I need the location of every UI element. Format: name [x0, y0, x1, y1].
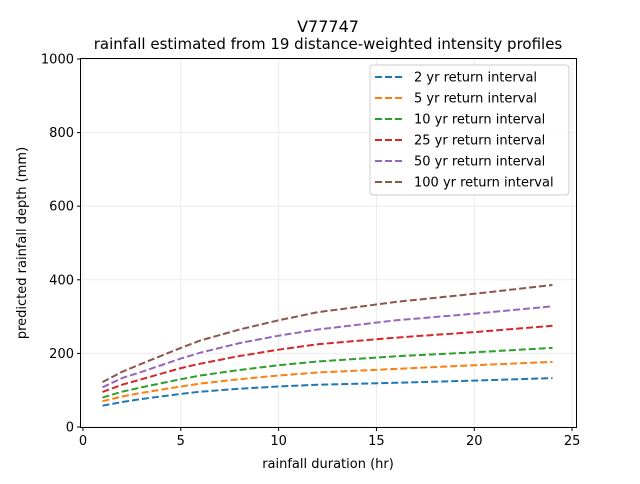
y-tick-label: 1000 [41, 53, 74, 68]
x-tick-label: 10 [270, 434, 287, 449]
series-line-2 [102, 346, 553, 399]
x-axis-label: rainfall duration (hr) [262, 457, 394, 472]
x-tick-label: 15 [368, 434, 385, 449]
legend-label: 10 yr return interval [414, 113, 545, 128]
legend-label: 50 yr return interval [414, 155, 545, 170]
x-tick-label: 25 [564, 434, 581, 449]
y-tick-label: 0 [66, 421, 74, 436]
chart-title: V77747 [297, 17, 359, 36]
legend-label: 2 yr return interval [414, 71, 537, 86]
series-line-4 [102, 305, 553, 389]
series-lines [102, 284, 553, 407]
legend: 2 yr return interval 5 yr return interval… [369, 64, 570, 196]
y-tick-label: 200 [49, 347, 74, 362]
plot-frame [80, 58, 577, 428]
legend-label: 25 yr return interval [414, 134, 545, 149]
y-tick-label: 600 [49, 200, 74, 215]
legend-label: 100 yr return interval [414, 176, 554, 191]
y-axis-label: predicted rainfall depth (mm) [15, 147, 30, 339]
x-tick-label: 0 [79, 434, 87, 449]
series-line-0 [102, 377, 553, 407]
y-tick-label: 400 [49, 273, 74, 288]
legend-box [369, 64, 570, 196]
series-line-5 [102, 284, 553, 383]
y-tick-label: 800 [49, 126, 74, 141]
series-line-3 [102, 324, 553, 393]
x-tick-label: 20 [466, 434, 483, 449]
x-tick-label: 5 [177, 434, 185, 449]
chart-subtitle: rainfall estimated from 19 distance-weig… [94, 35, 563, 53]
legend-label: 5 yr return interval [414, 92, 537, 107]
axis-ticks: 0 5 10 15 20 25 0 200 400 600 800 1000 [41, 53, 580, 450]
series-line-1 [102, 360, 553, 403]
